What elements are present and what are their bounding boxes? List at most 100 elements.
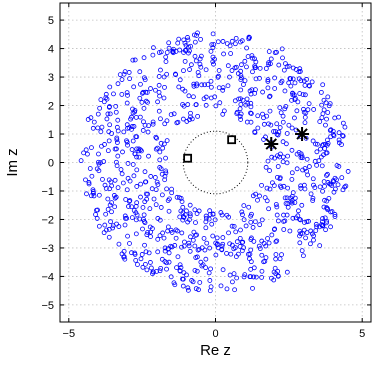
data-point: [267, 168, 272, 173]
data-point: [97, 105, 103, 111]
data-point: [267, 93, 273, 99]
data-point: [117, 72, 123, 78]
data-point: [195, 113, 201, 119]
data-point: [162, 84, 167, 90]
data-point: [187, 202, 193, 208]
data-point: [245, 101, 251, 106]
data-point: [336, 114, 342, 120]
data-point: [105, 111, 111, 117]
data-point: [137, 95, 143, 101]
data-point: [316, 158, 322, 164]
data-point: [265, 79, 271, 84]
y-tick-label: −2: [41, 214, 54, 226]
data-point: [204, 240, 210, 246]
data-point: [318, 89, 324, 95]
data-point: [310, 198, 316, 203]
data-point: [201, 96, 207, 102]
data-point: [78, 158, 84, 164]
data-point: [241, 203, 247, 209]
data-point: [96, 223, 102, 229]
x-tick-label: −5: [63, 328, 76, 340]
data-point: [281, 227, 287, 232]
data-point: [129, 124, 135, 129]
data-point: [163, 170, 169, 176]
data-point: [227, 43, 233, 49]
data-point: [339, 142, 344, 147]
data-point: [155, 249, 161, 255]
data-point: [342, 124, 348, 130]
data-point: [277, 105, 283, 111]
data-point: [212, 56, 217, 62]
data-point: [304, 230, 310, 236]
data-point: [267, 108, 273, 114]
data-point: [311, 182, 316, 188]
data-point: [320, 216, 325, 221]
data-point: [248, 219, 254, 225]
data-point: [120, 149, 125, 155]
data-point: [265, 158, 271, 164]
data-point: [275, 273, 281, 279]
data-point: [225, 63, 231, 69]
data-point: [219, 212, 225, 218]
data-point: [323, 150, 329, 156]
data-point: [286, 80, 292, 86]
data-point: [308, 241, 313, 247]
data-point: [180, 102, 186, 107]
data-point: [280, 139, 286, 145]
data-point: [322, 197, 327, 203]
data-point: [301, 253, 306, 259]
data-point: [340, 187, 346, 193]
data-point: [196, 73, 202, 79]
data-point: [266, 60, 271, 66]
data-point: [163, 59, 169, 64]
data-point: [218, 283, 224, 289]
data-point: [133, 231, 139, 237]
data-point: [220, 235, 226, 240]
data-point: [309, 231, 315, 237]
data-point: [208, 48, 214, 54]
data-point: [141, 119, 146, 125]
data-point: [155, 99, 160, 105]
data-point: [175, 228, 180, 234]
data-point: [277, 125, 283, 130]
data-point: [259, 182, 264, 188]
data-point: [292, 80, 298, 86]
data-point: [281, 183, 287, 189]
data-point: [109, 131, 114, 136]
data-point: [282, 218, 288, 224]
data-point: [161, 95, 167, 101]
data-point: [199, 82, 205, 88]
data-point: [154, 179, 160, 185]
data-point: [181, 243, 187, 249]
data-point: [197, 61, 203, 67]
data-point: [109, 209, 114, 215]
data-point: [111, 91, 116, 97]
data-point: [238, 102, 244, 107]
data-point: [115, 81, 121, 87]
data-point: [288, 83, 294, 89]
data-point: [149, 226, 155, 231]
data-point: [168, 112, 174, 117]
data-point: [83, 147, 89, 153]
data-point: [319, 115, 325, 121]
data-point: [247, 256, 252, 262]
data-point: [95, 111, 101, 117]
data-point: [107, 122, 113, 128]
data-point: [131, 84, 137, 90]
data-point: [246, 204, 252, 210]
data-point: [119, 171, 125, 177]
data-point: [220, 241, 226, 247]
data-point: [122, 213, 128, 219]
data-point: [208, 95, 214, 101]
data-point: [205, 82, 211, 87]
data-point: [313, 228, 319, 234]
data-point: [155, 145, 160, 151]
data-point: [320, 188, 325, 194]
data-point: [241, 82, 246, 87]
data-point: [250, 225, 256, 230]
data-point: [282, 106, 288, 112]
data-point: [141, 55, 147, 61]
data-point: [157, 157, 163, 163]
data-point: [259, 268, 265, 274]
